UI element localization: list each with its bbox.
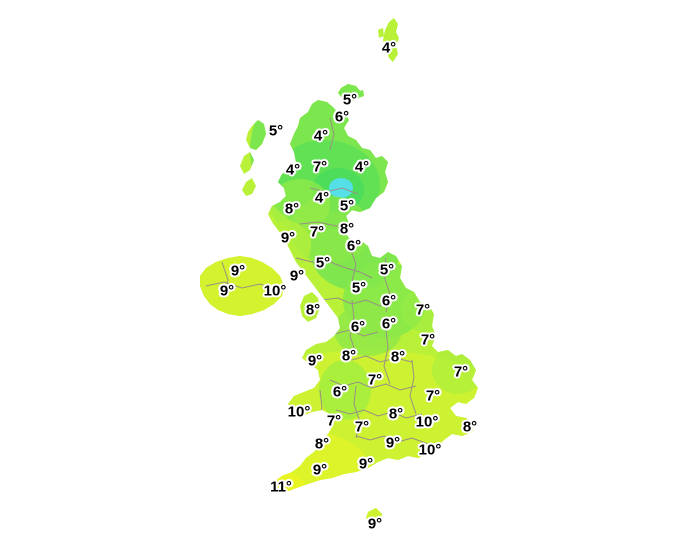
temperature-fill-layer: [200, 18, 478, 524]
uk-temperature-choropleth: [200, 18, 478, 524]
weather-map: 4° 5° 6° 5° 4° 4° 7° 4° 4° 5° 8° 7° 8° 9° 6° 5° 5° 9° 9° 9°…: [200, 18, 478, 532]
